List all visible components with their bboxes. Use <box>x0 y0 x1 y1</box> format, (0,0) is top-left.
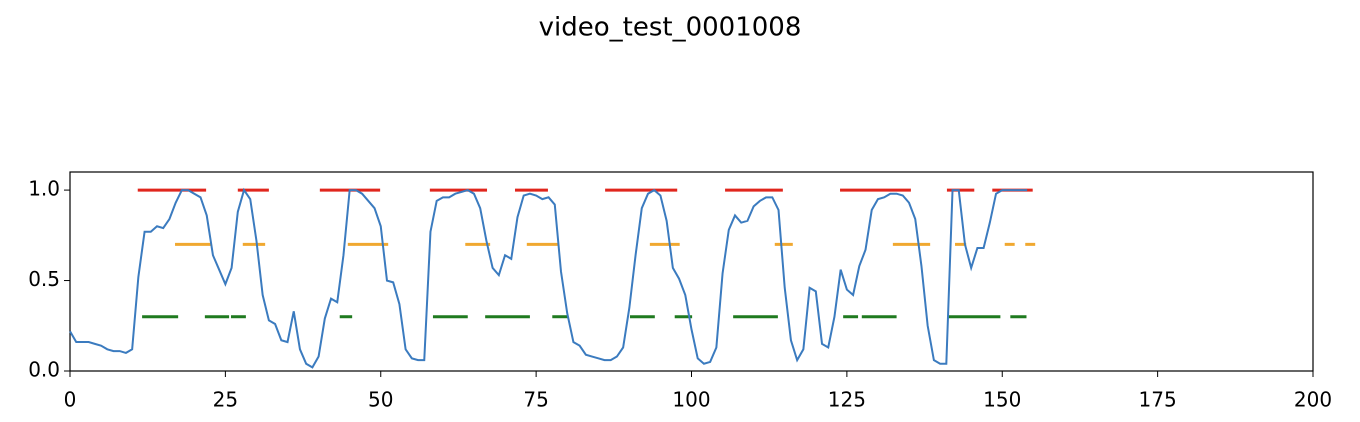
y-tick-label: 1.0 <box>28 177 60 201</box>
x-tick-label: 50 <box>368 388 393 412</box>
x-tick-label: 0 <box>64 388 77 412</box>
x-tick-label: 150 <box>983 388 1021 412</box>
x-tick-label: 125 <box>828 388 866 412</box>
x-tick-label: 200 <box>1294 388 1332 412</box>
plot-area <box>69 171 1314 372</box>
chart-title: video_test_0001008 <box>539 13 802 43</box>
x-tick-label: 175 <box>1139 388 1177 412</box>
x-tick-label: 75 <box>523 388 548 412</box>
line <box>69 187 1028 369</box>
x-tick-label: 100 <box>672 388 710 412</box>
y-tick-label: 0.5 <box>28 267 60 291</box>
y-tick-label: 0.0 <box>28 358 60 382</box>
x-tick-label: 25 <box>213 388 238 412</box>
